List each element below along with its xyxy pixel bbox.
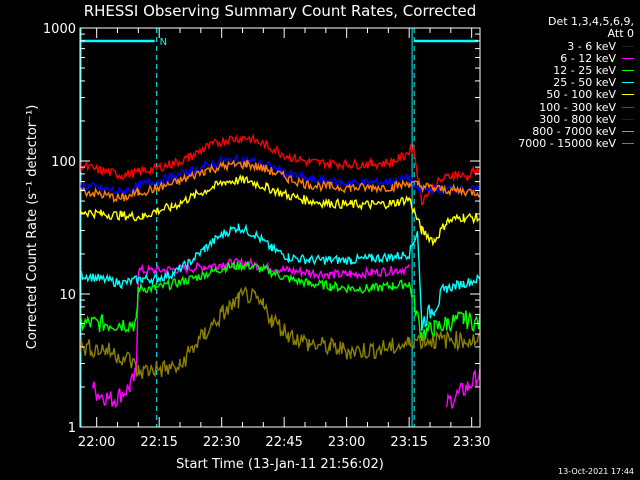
plot-frame xyxy=(79,27,481,428)
y-tick-label: 10 xyxy=(59,288,76,303)
series-line-6 xyxy=(79,153,481,198)
legend-swatch xyxy=(622,45,634,47)
series-line-4 xyxy=(79,173,481,247)
legend-swatch xyxy=(622,106,634,108)
x-axis-label: Start Time (13-Jan-11 21:56:02) xyxy=(176,457,384,472)
footer-date: 13-Oct-2021 17:44 xyxy=(558,467,634,476)
legend-swatch xyxy=(622,130,634,132)
x-tick-label: 22:00 xyxy=(78,435,115,450)
legend-swatch xyxy=(622,82,634,84)
series-line-8 xyxy=(79,285,481,380)
legend-label: 3 - 6 keV xyxy=(567,39,616,53)
legend-label: 50 - 100 keV xyxy=(546,88,616,102)
x-tick-label: 22:15 xyxy=(140,435,177,450)
y-tick-label: 1000 xyxy=(43,22,76,37)
chart-title: RHESSI Observing Summary Count Rates, Co… xyxy=(84,2,477,20)
series-line-2 xyxy=(79,260,481,342)
legend-entry: 12 - 25 keV xyxy=(482,63,634,77)
legend-swatch xyxy=(622,57,634,59)
legend-label: 300 - 800 keV xyxy=(539,112,616,126)
legend-entries: 3 - 6 keV 6 - 12 keV 12 - 25 keV 25 - 50 ke… xyxy=(482,40,634,150)
plot-area: N 1 10 100 1000 22:00 22:15 22:30 22:45 23:00 23:1… xyxy=(43,22,490,450)
legend-entry: 7000 - 15000 keV xyxy=(482,137,634,151)
series-line-3 xyxy=(79,223,481,331)
series-line-0 xyxy=(139,266,410,313)
x-tick-label: 23:15 xyxy=(390,435,427,450)
x-tick-label: 23:00 xyxy=(328,435,365,450)
legend-entry: 25 - 50 keV xyxy=(482,76,634,90)
x-tick-label: 22:45 xyxy=(265,435,302,450)
legend-entry: 50 - 100 keV xyxy=(482,88,634,102)
legend-swatch xyxy=(622,143,634,145)
y-axis-label: Corrected Count Rate (s⁻¹ detector⁻¹) xyxy=(25,105,40,350)
x-tick-label: 22:30 xyxy=(203,435,240,450)
legend-swatch xyxy=(622,69,634,71)
y-tick-label: 1 xyxy=(68,421,76,436)
legend-detectors: Det 1,3,4,5,6,9, xyxy=(547,15,634,28)
night-bar-label: N xyxy=(160,37,167,48)
legend: Det 1,3,4,5,6,9, Att 0 3 - 6 keV 6 - 12 k… xyxy=(482,16,634,150)
legend-label: 6 - 12 keV xyxy=(560,51,616,65)
legend-swatch xyxy=(622,118,634,120)
legend-attenuator: Att 0 xyxy=(607,27,634,40)
legend-label: 25 - 50 keV xyxy=(553,76,616,90)
legend-swatch xyxy=(622,94,634,96)
legend-entry: 300 - 800 keV xyxy=(482,112,634,126)
legend-entry: 3 - 6 keV xyxy=(482,39,634,53)
legend-entry: 800 - 7000 keV xyxy=(482,124,634,138)
legend-label: 12 - 25 keV xyxy=(553,63,616,77)
x-tick-label: 23:30 xyxy=(453,435,490,450)
series-line-5 xyxy=(79,133,481,206)
legend-label: 100 - 300 keV xyxy=(539,100,616,114)
legend-label: 800 - 7000 keV xyxy=(532,124,616,138)
y-tick-label: 100 xyxy=(51,155,76,170)
legend-label: 7000 - 15000 keV xyxy=(518,137,616,151)
legend-entry: 6 - 12 keV xyxy=(482,51,634,65)
series-line-7 xyxy=(79,159,481,204)
legend-entry: 100 - 300 keV xyxy=(482,100,634,114)
